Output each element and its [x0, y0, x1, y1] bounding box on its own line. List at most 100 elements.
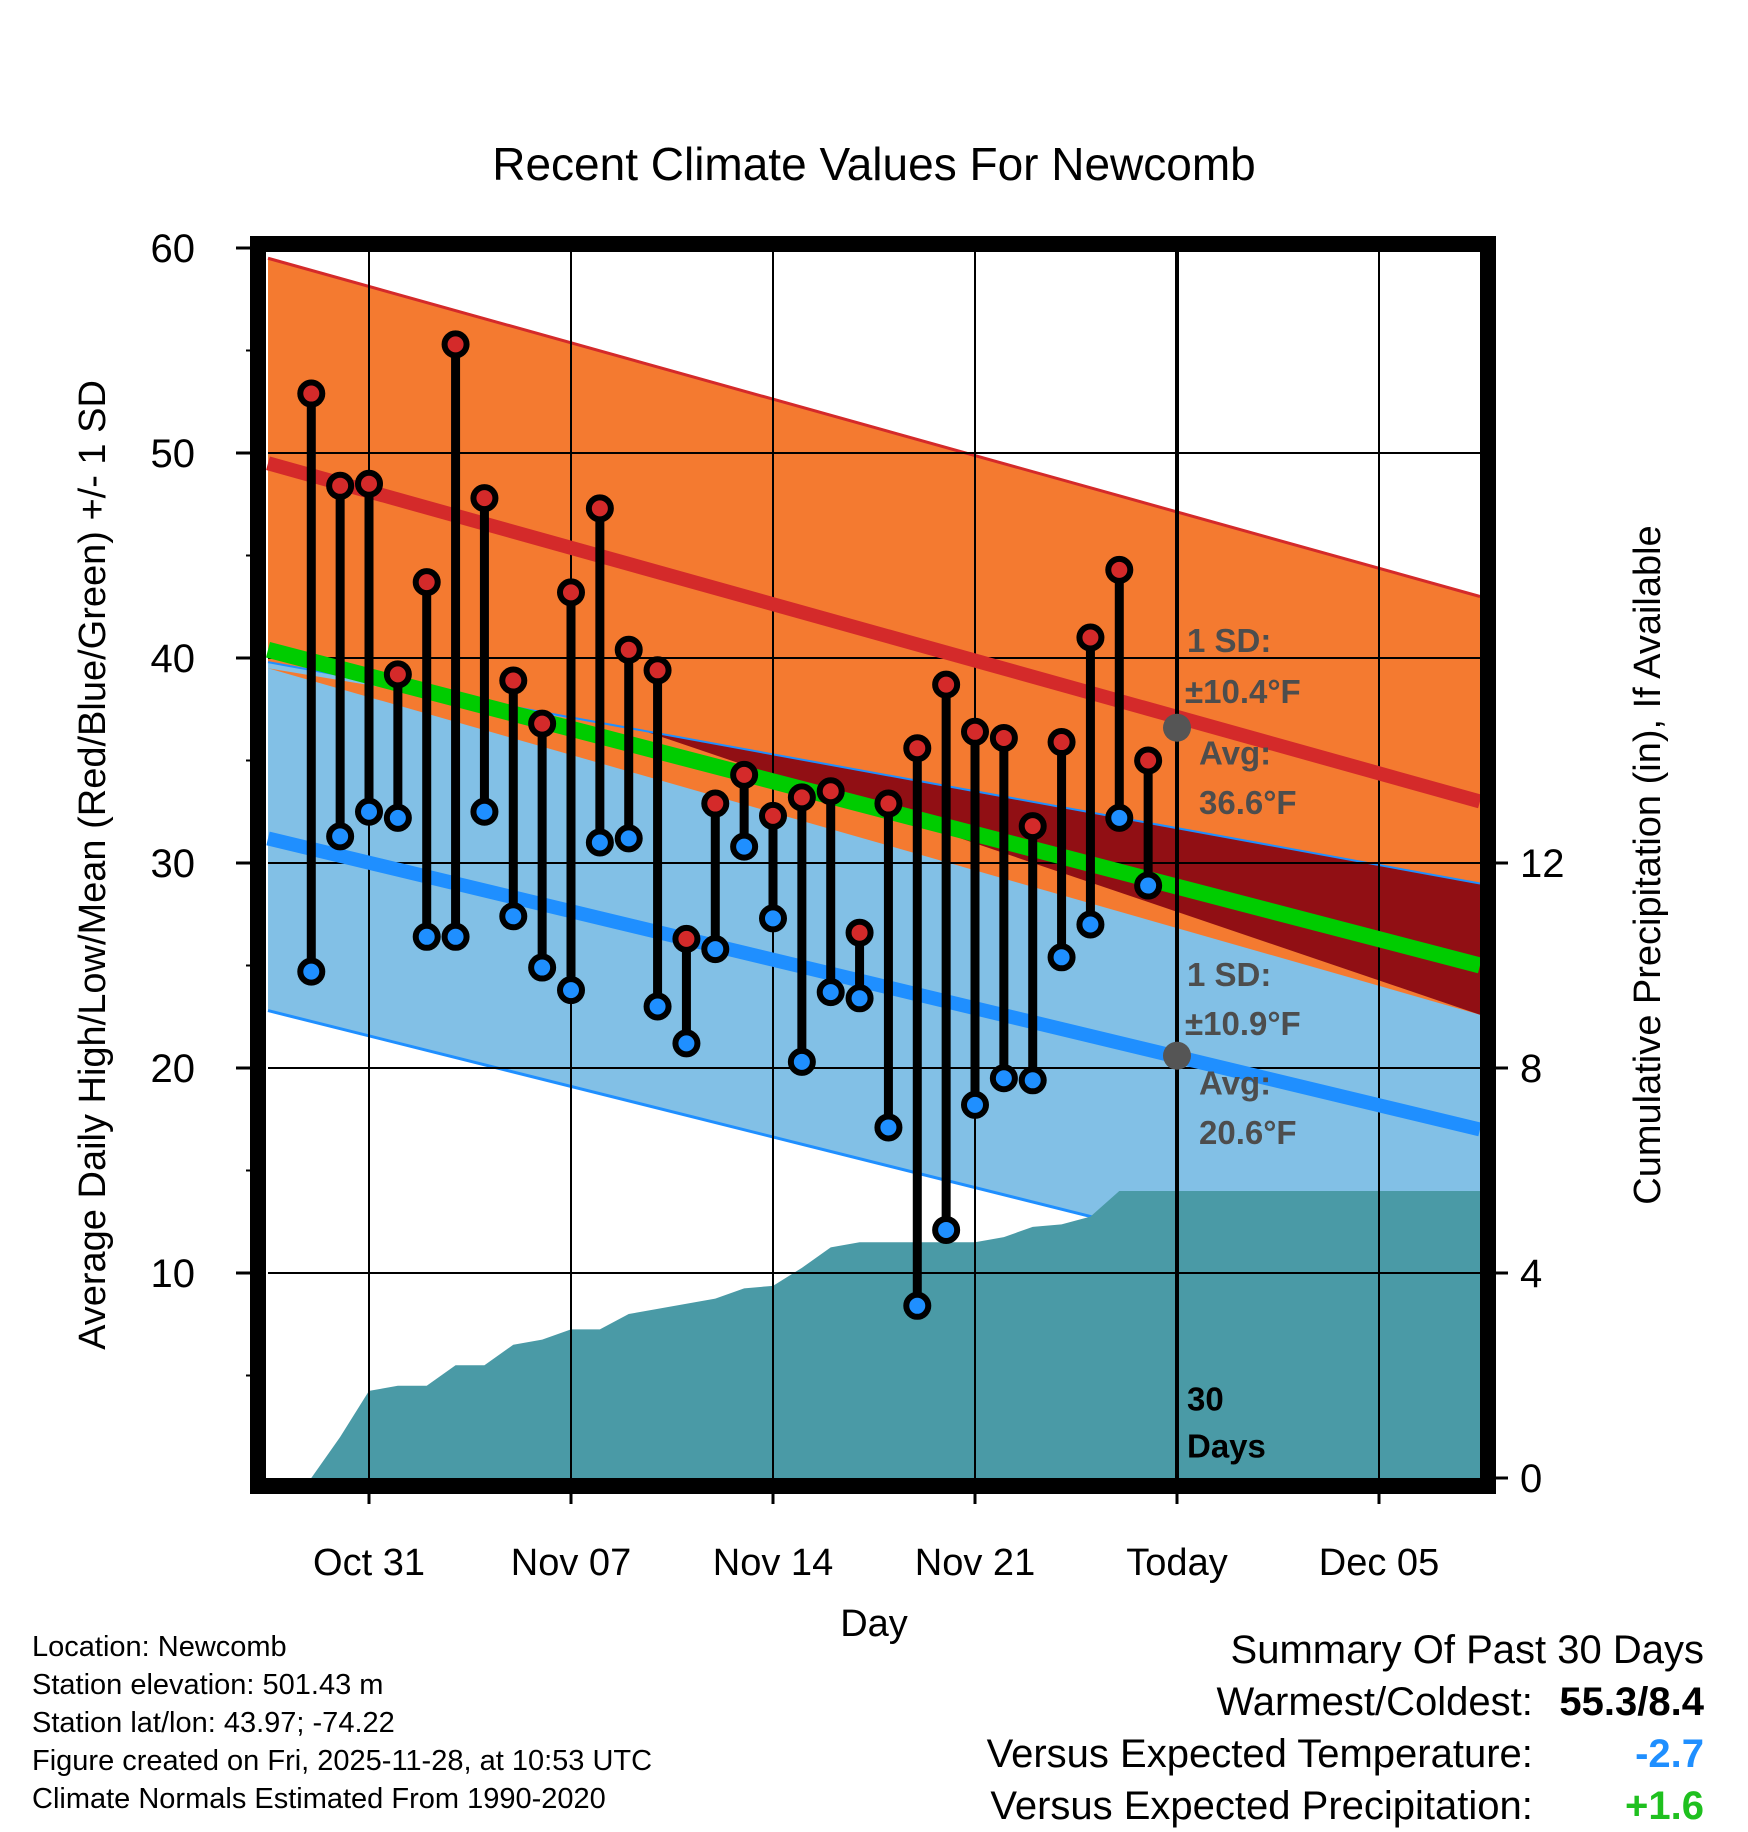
summary-title: Summary Of Past 30 Days [1230, 1628, 1704, 1672]
daily-high-point [326, 471, 355, 500]
daily-high-point [412, 568, 441, 597]
y2-axis-label: Cumulative Precipitation (in), If Availa… [1627, 525, 1669, 1204]
daily-high-point [1076, 623, 1105, 652]
daily-low-point [326, 822, 355, 851]
ytick-label: 60 [151, 227, 196, 271]
xtick-label: Nov 07 [511, 1542, 631, 1584]
xtick-label: Oct 31 [313, 1542, 425, 1584]
daily-high-point [816, 777, 845, 806]
daily-high-point [585, 494, 614, 523]
daily-high-point [874, 789, 903, 818]
ytick-label: 40 [151, 637, 196, 681]
y-axis-label: Average Daily High/Low/Mean (Red/Blue/Gr… [72, 380, 114, 1350]
high-avg-line [266, 456, 1482, 809]
mean-avg-line [265, 642, 1483, 974]
temp-value: -2.7 [1635, 1732, 1704, 1776]
daily-high-point [903, 734, 932, 763]
warm-cold-label: Warmest/Coldest: [1216, 1680, 1533, 1724]
daily-low-point [961, 1090, 989, 1119]
daily-low-point [1134, 871, 1163, 900]
xtick-label: Nov 14 [713, 1542, 833, 1584]
high-sd-value: ±10.4°F [1185, 673, 1301, 710]
ytick-label: 20 [151, 1047, 196, 1091]
daily-low-point [355, 797, 383, 826]
daily-low-point [989, 1064, 1018, 1093]
ytick-label: 10 [151, 1252, 196, 1296]
station-info: Location: Newcomb Station elevation: 501… [32, 1628, 652, 1818]
daily-low-point [383, 803, 412, 832]
daily-high-point [441, 330, 470, 359]
daily-low-point [1018, 1066, 1047, 1095]
daily-low-point [1076, 910, 1105, 939]
plot-frame [250, 236, 1496, 1494]
low-sd-value: ±10.9°F [1185, 1005, 1301, 1042]
today-high-avg-marker [1163, 713, 1191, 742]
daily-high-point [961, 717, 989, 746]
latlon-text: Station lat/lon: 43.97; -74.22 [32, 1707, 395, 1739]
y2tick-label: 8 [1520, 1047, 1542, 1091]
elevation-text: Station elevation: 501.43 m [32, 1669, 384, 1701]
daily-low-point [1105, 803, 1134, 832]
daily-low-point [470, 797, 499, 826]
daily-low-point [614, 824, 643, 853]
daily-high-point [1134, 746, 1163, 775]
high-sd-label: 1 SD: [1187, 622, 1271, 659]
summary-warm-cold: Warmest/Coldest: 55.3/8.4 [987, 1676, 1705, 1728]
high-avg-label: Avg: [1199, 735, 1271, 772]
daily-low-point [528, 953, 557, 982]
precip-label: Versus Expected Precipitation: [990, 1784, 1533, 1828]
daily-low-point [701, 935, 730, 964]
low-avg-line [266, 831, 1482, 1137]
low-avg-label: Avg: [1199, 1065, 1271, 1102]
daily-low-point [557, 976, 585, 1005]
y2tick-label: 12 [1520, 842, 1565, 886]
x-axis-label: Day [840, 1603, 908, 1645]
daily-low-point [759, 904, 787, 933]
daily-high-point [383, 660, 412, 689]
daily-low-point [297, 957, 326, 986]
daily-high-point [932, 670, 961, 699]
daily-high-point [1047, 728, 1076, 757]
daily-high-point [701, 789, 730, 818]
period-unit: Days [1187, 1428, 1266, 1465]
overlap-band [643, 730, 1480, 1015]
daily-high-point [845, 918, 874, 947]
temp-label: Versus Expected Temperature: [986, 1732, 1533, 1776]
daily-high-point [1105, 555, 1134, 584]
high-upper-edge [267, 256, 1481, 598]
daily-high-point [614, 635, 643, 664]
xtick-label: Nov 21 [915, 1542, 1035, 1584]
normals-text: Climate Normals Estimated From 1990-2020 [32, 1783, 606, 1815]
daily-low-point [643, 992, 672, 1021]
summary-panel: Summary Of Past 30 Days Warmest/Coldest:… [987, 1624, 1704, 1832]
xtick-label: Dec 05 [1319, 1542, 1439, 1584]
high-avg-value: 36.6°F [1199, 784, 1297, 821]
daily-low-point [787, 1047, 816, 1076]
ytick-label: 30 [151, 842, 196, 886]
precip-area [302, 1191, 1481, 1478]
today-low-avg-marker [1163, 1041, 1191, 1070]
daily-low-point [672, 1029, 701, 1058]
daily-low-point [1047, 943, 1076, 972]
daily-low-point [932, 1215, 961, 1244]
daily-high-point [557, 578, 585, 607]
daily-low-point [816, 978, 845, 1007]
created-text: Figure created on Fri, 2025-11-28, at 10… [32, 1745, 653, 1777]
ytick-label: 50 [151, 432, 196, 476]
y2tick-label: 0 [1520, 1457, 1542, 1501]
daily-high-point [672, 924, 701, 953]
daily-low-point [845, 984, 874, 1013]
daily-low-point [499, 902, 528, 931]
chart-title: Recent Climate Values For Newcomb [492, 138, 1256, 190]
warm-cold-value: 55.3/8.4 [1559, 1680, 1704, 1724]
daily-high-point [787, 783, 816, 812]
period-count: 30 [1187, 1380, 1224, 1417]
daily-high-point [470, 484, 499, 513]
xtick-label: Today [1126, 1542, 1227, 1584]
daily-high-point [989, 723, 1018, 752]
daily-low-point [730, 832, 759, 861]
daily-high-point [528, 709, 557, 738]
daily-low-point [585, 828, 614, 857]
location-text: Location: Newcomb [32, 1631, 287, 1663]
